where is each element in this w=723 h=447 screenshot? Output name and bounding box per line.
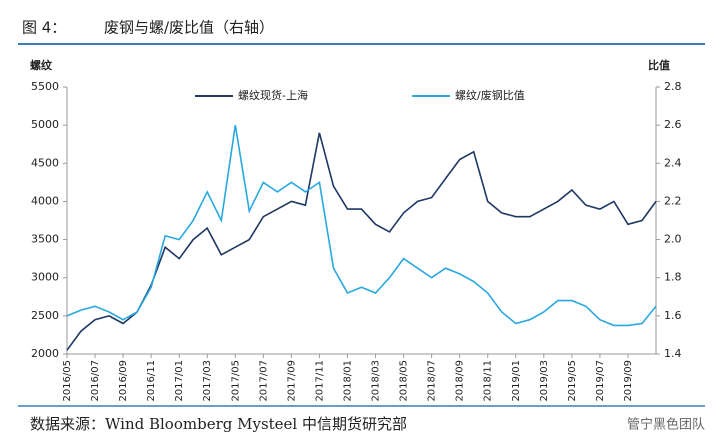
tick-label: 2.4 bbox=[664, 156, 682, 169]
y2-axis-label: 比值 bbox=[648, 58, 670, 72]
y-axis-label: 螺纹 bbox=[30, 58, 53, 72]
tick-label: 2.2 bbox=[664, 194, 682, 207]
x-tick-label: 2017/05 bbox=[230, 360, 241, 402]
tick-label: 2500 bbox=[31, 309, 59, 322]
legend-label: 螺纹现货-上海 bbox=[238, 88, 308, 102]
x-tick-label: 2016/09 bbox=[118, 360, 129, 402]
x-tick-label: 2018/11 bbox=[483, 360, 494, 402]
x-tick-label: 2016/05 bbox=[62, 360, 73, 402]
tick-label: 2.0 bbox=[664, 233, 682, 246]
x-tick-label: 2019/09 bbox=[623, 360, 634, 402]
tick-label: 3500 bbox=[31, 233, 59, 246]
x-tick-label: 2017/07 bbox=[258, 360, 269, 402]
tick-label: 2.6 bbox=[664, 118, 682, 131]
x-tick-label: 2018/05 bbox=[399, 360, 410, 402]
x-tick-label: 2017/01 bbox=[174, 360, 185, 402]
x-tick-label: 2018/09 bbox=[455, 360, 466, 402]
tick-label: 4500 bbox=[31, 156, 59, 169]
figure-label: 图 4： bbox=[22, 19, 66, 37]
tick-label: 5500 bbox=[31, 80, 59, 93]
tick-label: 2000 bbox=[31, 347, 59, 360]
chart-title: 废钢与螺/废比值（右轴） bbox=[104, 19, 274, 37]
x-tick-label: 2016/11 bbox=[146, 360, 157, 402]
x-tick-label: 2019/07 bbox=[595, 360, 606, 402]
x-tick-label: 2018/03 bbox=[371, 360, 382, 402]
x-tick-label: 2019/03 bbox=[539, 360, 550, 402]
tick-label: 1.4 bbox=[664, 347, 682, 360]
x-tick-label: 2019/01 bbox=[511, 360, 522, 402]
watermark: 管宁黑色团队 bbox=[627, 417, 705, 433]
tick-label: 3000 bbox=[31, 271, 59, 284]
tick-label: 2.8 bbox=[664, 80, 682, 93]
x-tick-label: 2017/03 bbox=[202, 360, 213, 402]
x-tick-label: 2016/07 bbox=[90, 360, 101, 402]
x-tick-label: 2017/11 bbox=[314, 360, 325, 402]
tick-label: 5000 bbox=[31, 118, 59, 131]
tick-label: 4000 bbox=[31, 194, 59, 207]
x-tick-label: 2017/09 bbox=[286, 360, 297, 402]
source-note: 数据来源：Wind Bloomberg Mysteel 中信期货研究部 bbox=[30, 415, 407, 433]
tick-label: 1.6 bbox=[664, 309, 682, 322]
legend-label: 螺纹/废钢比值 bbox=[455, 88, 525, 102]
tick-label: 1.8 bbox=[664, 271, 682, 284]
x-tick-label: 2018/07 bbox=[427, 360, 438, 402]
series-line bbox=[66, 124, 657, 327]
x-tick-label: 2019/05 bbox=[567, 360, 578, 402]
x-tick-label: 2018/01 bbox=[342, 360, 353, 402]
series-line bbox=[66, 132, 657, 351]
